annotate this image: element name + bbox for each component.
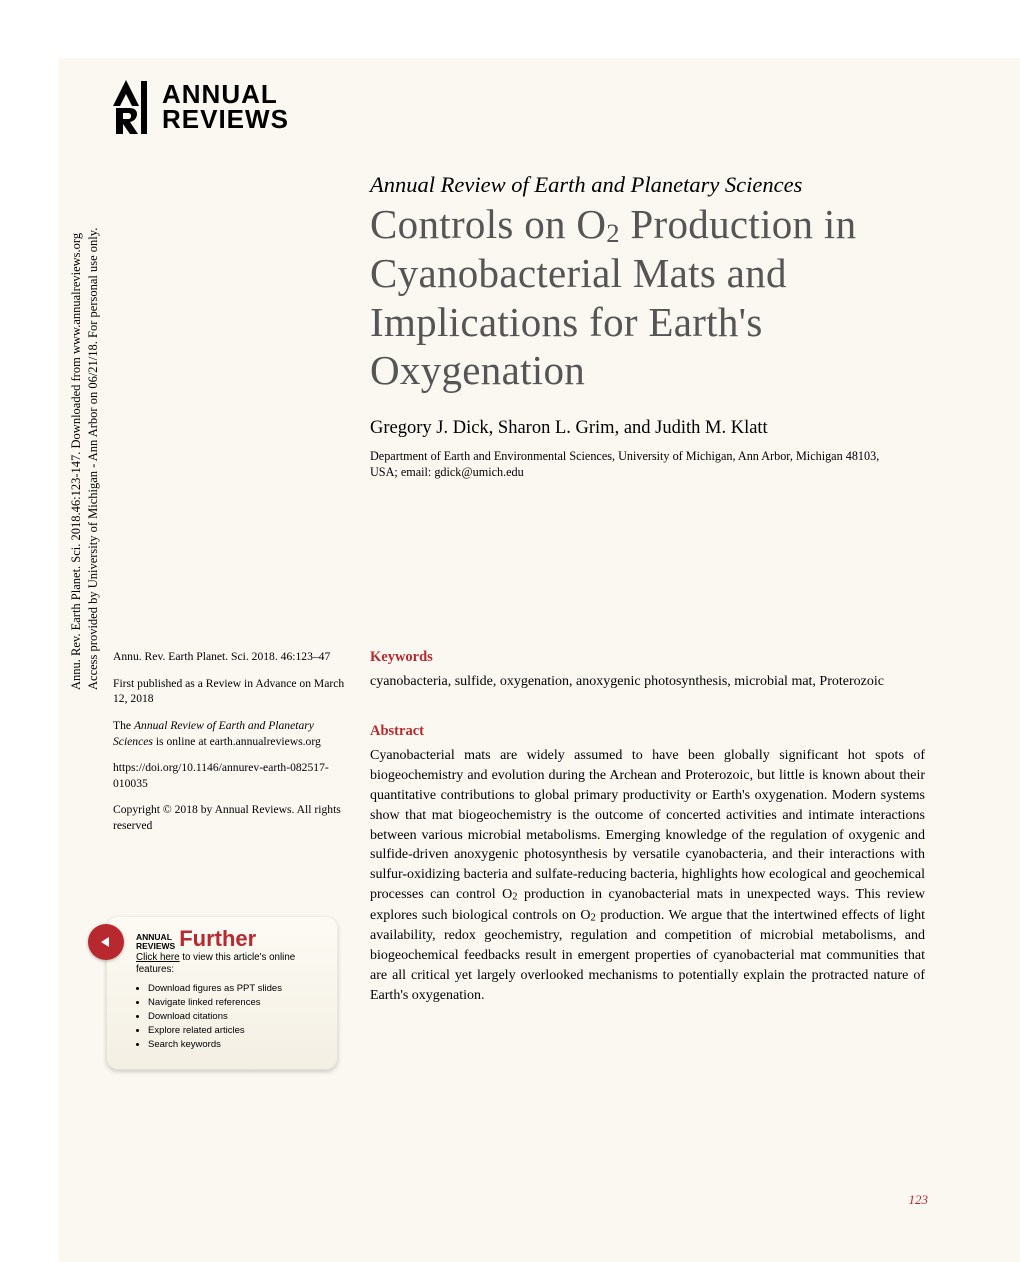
margin-left <box>0 0 58 1262</box>
logo-text: ANNUAL REVIEWS <box>162 82 289 133</box>
abstract-body: Cyanobacterial mats are widely assumed t… <box>370 746 925 1006</box>
affiliation: Department of Earth and Environmental Sc… <box>370 448 910 481</box>
download-notice-line2: Access provided by University of Michiga… <box>85 280 102 690</box>
metadata-block: Annu. Rev. Earth Planet. Sci. 2018. 46:1… <box>113 649 351 845</box>
further-inner: ANNUAL REVIEWS Further Click here to vie… <box>106 916 338 1061</box>
publisher-logo: ANNUAL REVIEWS <box>110 78 289 136</box>
further-item[interactable]: Download figures as PPT slides <box>148 982 324 996</box>
keywords-heading: Keywords <box>370 649 433 666</box>
further-feature-list: Download figures as PPT slides Navigate … <box>136 982 324 1051</box>
further-item[interactable]: Search keywords <box>148 1038 324 1052</box>
journal-name: Annual Review of Earth and Planetary Sci… <box>370 172 802 198</box>
further-small-text: ANNUAL REVIEWS <box>136 933 175 950</box>
keywords-body: cyanobacteria, sulfide, oxygenation, ano… <box>370 672 925 692</box>
further-widget[interactable]: ANNUAL REVIEWS Further Click here to vie… <box>106 916 338 1070</box>
article-title: Controls on O2 Production in Cyanobacter… <box>370 200 930 395</box>
further-item[interactable]: Explore related articles <box>148 1024 324 1038</box>
page: ANNUAL REVIEWS Annu. Rev. Earth Planet. … <box>0 0 1020 1262</box>
download-notice-line1: Annu. Rev. Earth Planet. Sci. 2018.46:12… <box>68 280 85 690</box>
margin-top <box>0 0 1020 58</box>
citation: Annu. Rev. Earth Planet. Sci. 2018. 46:1… <box>113 649 351 665</box>
copyright: Copyright © 2018 by Annual Reviews. All … <box>113 802 351 833</box>
play-icon[interactable] <box>88 924 124 960</box>
logo-mark-icon <box>110 78 154 136</box>
further-item[interactable]: Download citations <box>148 1010 324 1024</box>
further-click-text[interactable]: Click here to view this article's online… <box>136 952 324 976</box>
further-item[interactable]: Navigate linked references <box>148 996 324 1010</box>
doi-link[interactable]: https://doi.org/10.1146/annurev-earth-08… <box>113 760 351 791</box>
authors: Gregory J. Dick, Sharon L. Grim, and Jud… <box>370 418 768 439</box>
further-big-text: Further <box>179 928 256 950</box>
abstract-heading: Abstract <box>370 723 424 740</box>
further-header: ANNUAL REVIEWS Further <box>136 928 324 950</box>
further-small-2: REVIEWS <box>136 942 175 951</box>
logo-line2: REVIEWS <box>162 107 289 132</box>
online-note: The Annual Review of Earth and Planetary… <box>113 718 351 749</box>
first-published: First published as a Review in Advance o… <box>113 676 351 707</box>
download-notice: Annu. Rev. Earth Planet. Sci. 2018.46:12… <box>68 280 102 690</box>
page-number: 123 <box>909 1192 929 1208</box>
